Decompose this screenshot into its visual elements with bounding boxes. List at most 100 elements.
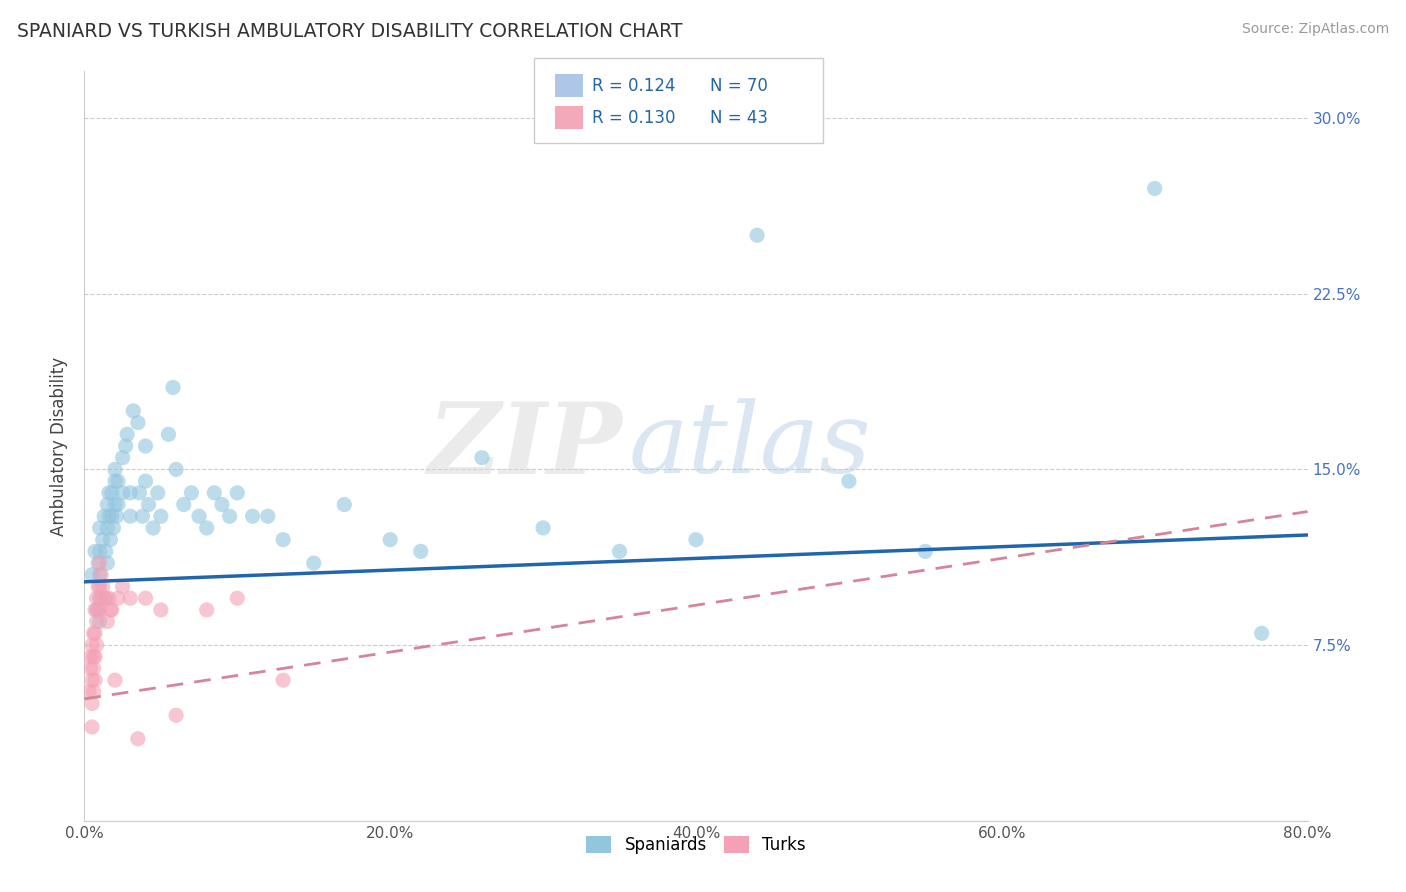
Point [83,685,105,699]
Point [471,450,494,465]
Point [83,649,105,664]
Point [380,533,402,547]
Point [107,474,129,488]
Point [135,474,157,488]
Point [77,685,100,699]
Point [218,509,240,524]
Point [89,580,111,594]
Point [115,427,138,442]
Point [103,521,125,535]
Point [89,521,111,535]
Point [202,485,225,500]
Point [80,673,103,688]
Point [195,521,218,535]
Point [96,521,118,535]
Point [149,603,172,617]
Point [111,580,134,594]
Point [89,603,111,617]
Point [101,509,124,524]
Point [84,673,107,688]
Point [333,498,356,512]
Text: R = 0.130: R = 0.130 [592,109,675,127]
Text: SPANIARD VS TURKISH AMBULATORY DISABILITY CORRELATION CHART: SPANIARD VS TURKISH AMBULATORY DISABILIT… [17,22,682,41]
Point [80,567,103,582]
Point [87,603,110,617]
Point [226,485,249,500]
Point [105,509,128,524]
Point [271,533,294,547]
Point [531,521,554,535]
Y-axis label: Ambulatory Disability: Ambulatory Disability [51,357,69,535]
Point [104,673,127,688]
Point [91,533,114,547]
Point [157,427,180,442]
Point [173,498,195,512]
Point [165,708,187,723]
Point [83,661,105,675]
Point [97,591,120,606]
Point [409,544,432,558]
Point [89,556,111,570]
Point [747,228,769,243]
Point [89,591,111,606]
Point [120,509,142,524]
Point [122,404,145,418]
Point [94,544,117,558]
Point [97,509,120,524]
Point [135,439,157,453]
Point [89,615,111,629]
Point [1250,626,1272,640]
Point [271,673,294,688]
Point [685,533,707,547]
Point [302,556,325,570]
Point [211,498,233,512]
Text: ZIP: ZIP [427,398,623,494]
Point [114,439,136,453]
Point [90,591,112,606]
Point [107,591,129,606]
Point [165,462,187,476]
Point [96,498,118,512]
Text: N = 43: N = 43 [710,109,768,127]
Point [257,509,280,524]
Point [104,474,127,488]
Point [86,603,108,617]
Point [101,603,124,617]
Text: atlas: atlas [628,399,872,493]
Point [149,509,172,524]
Text: Source: ZipAtlas.com: Source: ZipAtlas.com [1241,22,1389,37]
Point [1143,181,1166,195]
Point [135,591,157,606]
Point [84,603,107,617]
Point [142,521,165,535]
Point [180,485,202,500]
Text: R = 0.124: R = 0.124 [592,77,675,95]
Point [120,591,142,606]
Point [107,498,129,512]
Point [609,544,631,558]
Point [80,638,103,652]
Point [127,416,149,430]
Point [98,533,121,547]
Point [242,509,264,524]
Point [96,615,118,629]
Point [80,720,103,734]
Point [162,380,184,394]
Point [86,591,108,606]
Point [87,556,110,570]
Point [104,462,127,476]
Point [98,603,121,617]
Point [89,567,111,582]
Point [80,697,103,711]
Point [86,615,108,629]
Point [111,485,134,500]
Point [111,450,134,465]
Point [120,485,142,500]
Point [195,603,218,617]
Point [83,626,105,640]
Point [84,649,107,664]
Legend: Spaniards, Turks: Spaniards, Turks [579,830,813,861]
Point [91,580,114,594]
Point [84,544,107,558]
Point [101,485,124,500]
